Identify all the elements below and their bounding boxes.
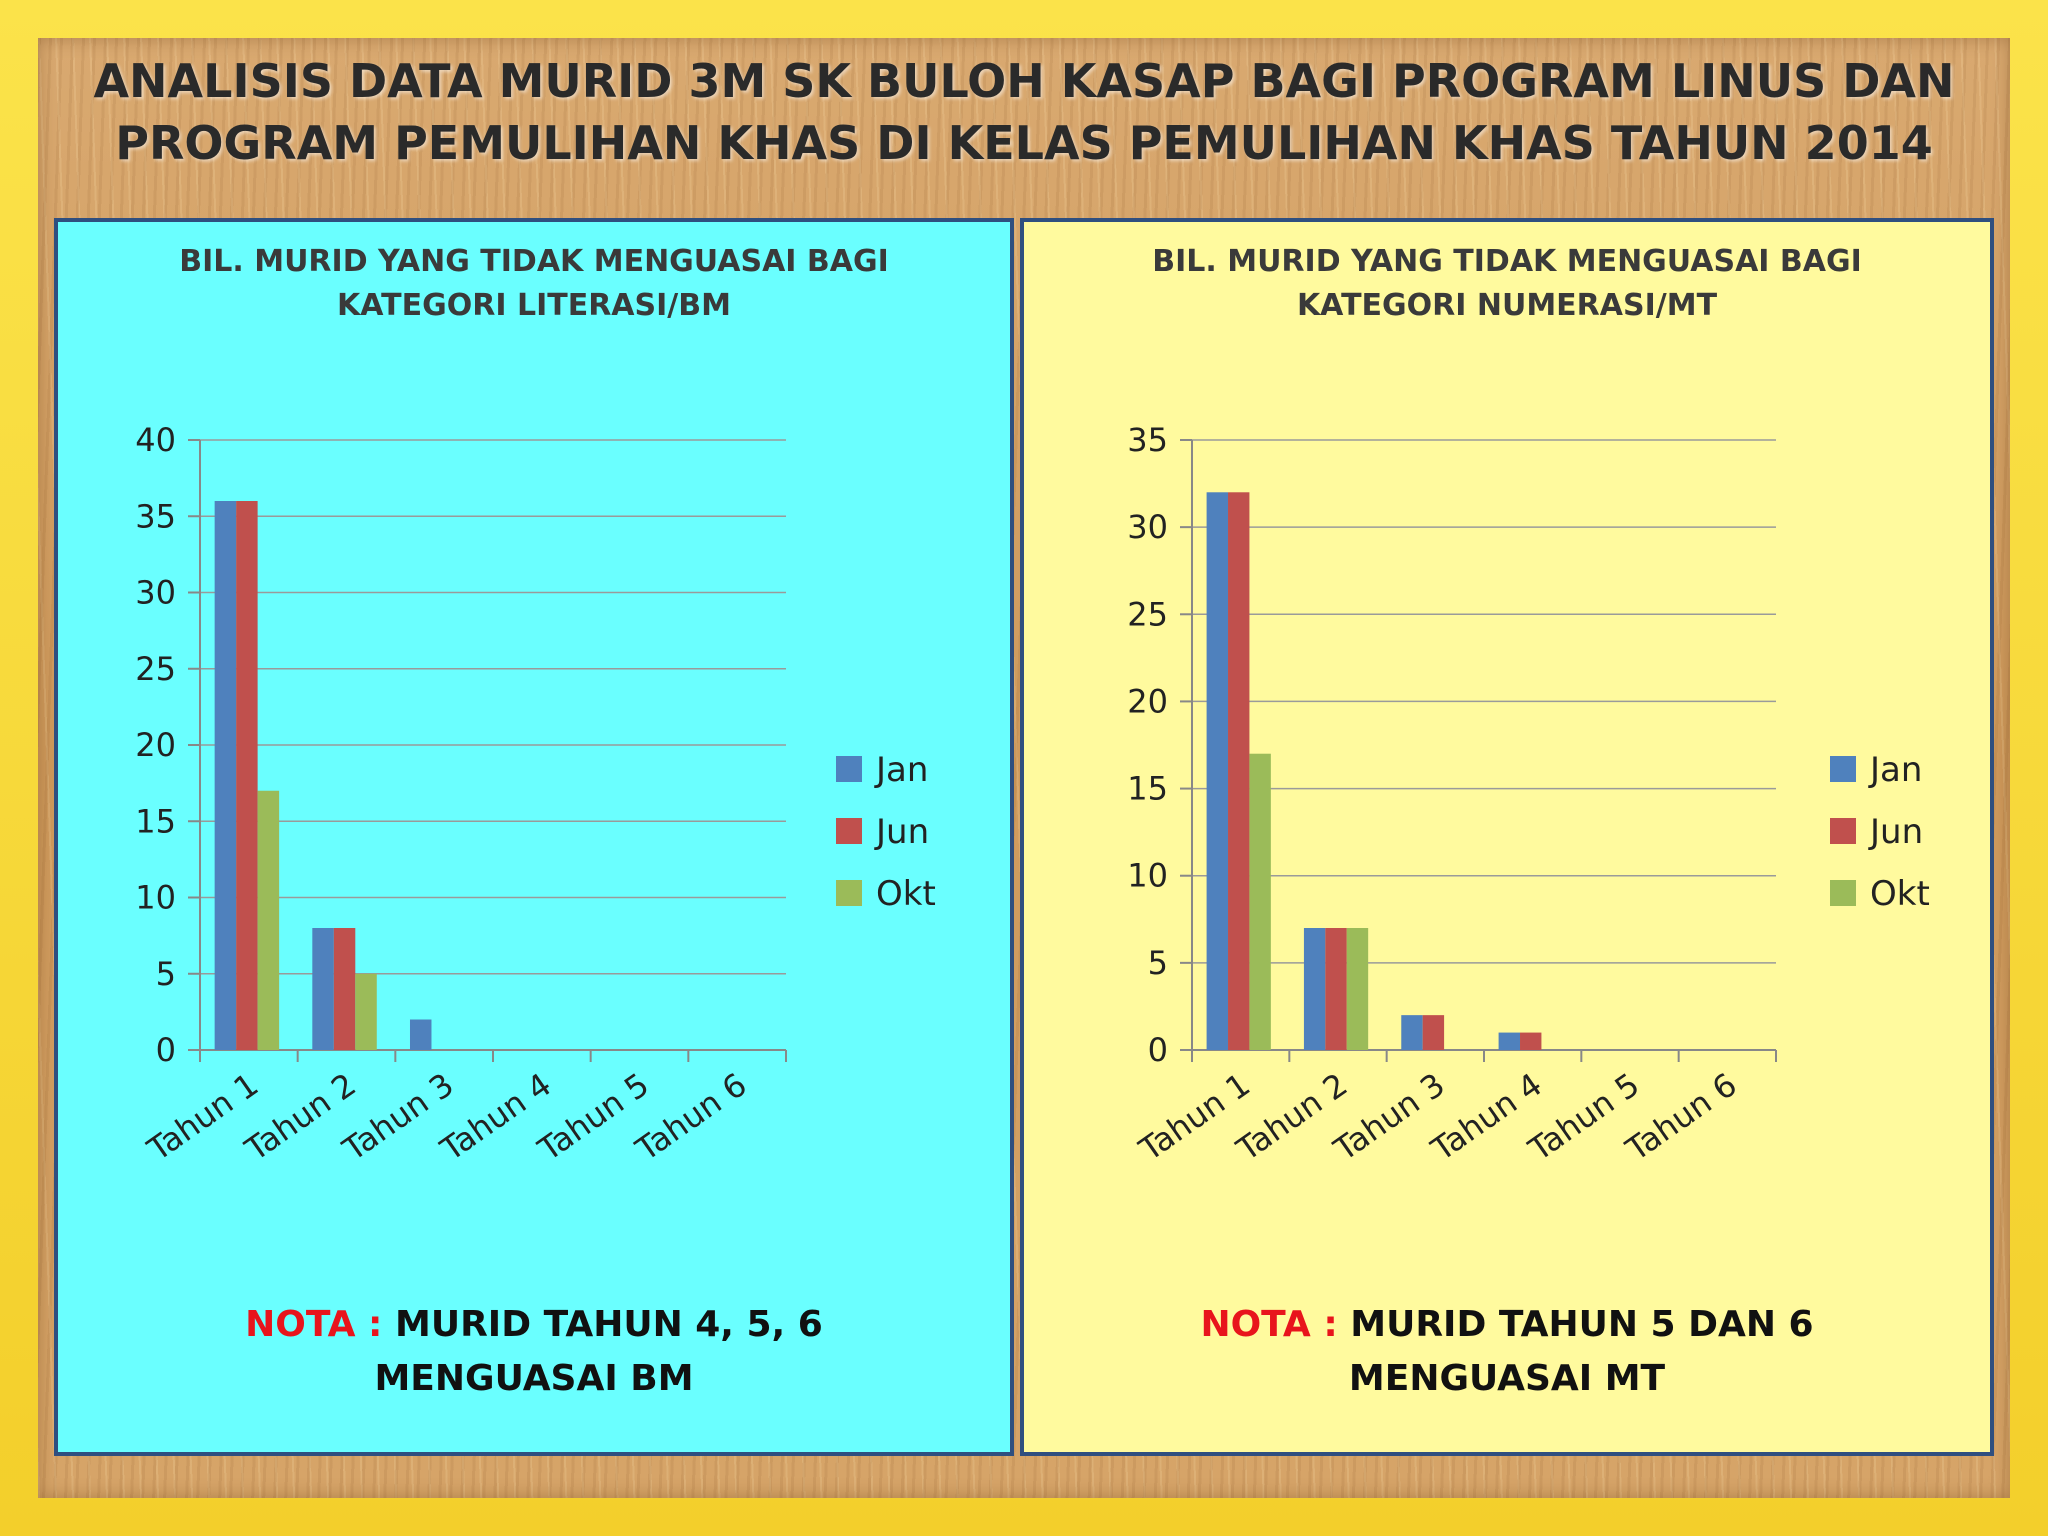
bar-jun-tahun-1 bbox=[1228, 492, 1250, 1050]
x-tick-label: Tahun 3 bbox=[1326, 1065, 1451, 1169]
x-tick-label: Tahun 4 bbox=[433, 1065, 558, 1169]
legend-label-jun: Jun bbox=[1868, 812, 1923, 852]
x-tick-label: Tahun 2 bbox=[1229, 1065, 1354, 1169]
legend-label-jun: Jun bbox=[874, 812, 929, 852]
bar-jan-tahun-1 bbox=[1206, 492, 1229, 1050]
legend-swatch-jun bbox=[836, 818, 862, 844]
x-tick-label: Tahun 5 bbox=[1521, 1065, 1646, 1169]
numerasi-chart-title: BIL. MURID YANG TIDAK MENGUASAI BAGI KAT… bbox=[1152, 244, 1862, 323]
y-tick-label: 25 bbox=[1127, 595, 1168, 633]
x-tick-label: Tahun 3 bbox=[335, 1065, 460, 1169]
bar-okt-tahun-2 bbox=[1346, 928, 1369, 1050]
bar-okt-tahun-2 bbox=[355, 973, 377, 1050]
legend-swatch-okt bbox=[1830, 880, 1856, 906]
x-tick-label: Tahun 4 bbox=[1424, 1065, 1549, 1169]
legend-swatch-jan bbox=[836, 756, 862, 782]
legend-label-okt: Okt bbox=[1870, 874, 1930, 914]
literasi-chart-title: BIL. MURID YANG TIDAK MENGUASAI BAGI KAT… bbox=[179, 244, 889, 323]
y-tick-label: 0 bbox=[156, 1031, 176, 1069]
legend-label-jan: Jan bbox=[1868, 750, 1922, 790]
y-tick-label: 10 bbox=[1127, 857, 1168, 895]
y-tick-label: 0 bbox=[1148, 1031, 1168, 1069]
y-tick-label: 30 bbox=[1127, 508, 1168, 546]
bar-jan-tahun-3 bbox=[1401, 1015, 1423, 1050]
bar-jun-tahun-3 bbox=[1422, 1015, 1445, 1050]
bar-okt-tahun-1 bbox=[1249, 753, 1271, 1050]
numerasi-note: NOTA : MURID TAHUN 5 DAN 6 MENGUASAI MT bbox=[1024, 1298, 1990, 1406]
y-tick-label: 15 bbox=[1127, 770, 1168, 808]
page-title: ANALISIS DATA MURID 3M SK BULOH KASAP BA… bbox=[93, 54, 1955, 170]
x-tick-label: Tahun 6 bbox=[1618, 1065, 1743, 1169]
legend-label-okt: Okt bbox=[876, 874, 936, 914]
note-label: NOTA : bbox=[1200, 1304, 1338, 1345]
x-tick-label: Tahun 6 bbox=[628, 1065, 753, 1169]
bar-jun-tahun-2 bbox=[1325, 928, 1347, 1050]
note-line-2: MENGUASAI BM bbox=[374, 1358, 694, 1399]
y-tick-label: 35 bbox=[1127, 421, 1168, 459]
y-tick-label: 5 bbox=[156, 955, 176, 993]
x-tick-label: Tahun 1 bbox=[1132, 1065, 1257, 1169]
bar-jun-tahun-1 bbox=[236, 501, 258, 1050]
y-tick-label: 20 bbox=[135, 726, 176, 764]
legend-swatch-jan bbox=[1830, 756, 1856, 782]
legend-label-jan: Jan bbox=[874, 750, 928, 790]
legend-swatch-okt bbox=[836, 880, 862, 906]
bar-jun-tahun-2 bbox=[333, 928, 356, 1050]
bar-okt-tahun-1 bbox=[257, 790, 280, 1050]
x-tick-label: Tahun 1 bbox=[140, 1065, 265, 1169]
bar-jan-tahun-2 bbox=[312, 928, 334, 1050]
x-tick-label: Tahun 5 bbox=[531, 1065, 656, 1169]
literasi-note: NOTA : MURID TAHUN 4, 5, 6 MENGUASAI BM bbox=[58, 1298, 1010, 1406]
y-tick-label: 15 bbox=[135, 802, 176, 840]
y-tick-label: 10 bbox=[135, 879, 176, 917]
note-label: NOTA : bbox=[245, 1304, 383, 1345]
y-tick-label: 40 bbox=[135, 421, 176, 459]
bar-jan-tahun-1 bbox=[214, 501, 237, 1050]
bar-jan-tahun-3 bbox=[409, 1019, 432, 1050]
y-tick-label: 25 bbox=[135, 650, 176, 688]
note-line-1: MURID TAHUN 5 DAN 6 bbox=[1350, 1304, 1814, 1345]
x-tick-label: Tahun 2 bbox=[238, 1065, 363, 1169]
y-tick-label: 35 bbox=[135, 497, 176, 535]
y-tick-label: 30 bbox=[135, 574, 176, 612]
bar-jan-tahun-2 bbox=[1303, 928, 1326, 1050]
legend-swatch-jun bbox=[1830, 818, 1856, 844]
bar-jun-tahun-4 bbox=[1520, 1032, 1542, 1050]
note-line-1: MURID TAHUN 4, 5, 6 bbox=[395, 1304, 823, 1345]
bar-jan-tahun-4 bbox=[1498, 1032, 1521, 1050]
numerasi-panel: BIL. MURID YANG TIDAK MENGUASAI BAGI KAT… bbox=[1020, 218, 1994, 1456]
note-line-2: MENGUASAI MT bbox=[1348, 1358, 1666, 1399]
y-tick-label: 20 bbox=[1127, 682, 1168, 720]
literasi-panel: BIL. MURID YANG TIDAK MENGUASAI BAGI KAT… bbox=[54, 218, 1014, 1456]
y-tick-label: 5 bbox=[1148, 944, 1168, 982]
